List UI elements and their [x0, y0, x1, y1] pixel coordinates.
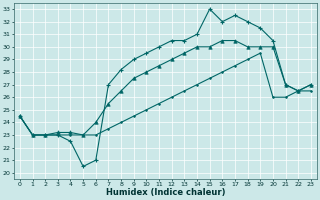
X-axis label: Humidex (Indice chaleur): Humidex (Indice chaleur) — [106, 188, 225, 197]
